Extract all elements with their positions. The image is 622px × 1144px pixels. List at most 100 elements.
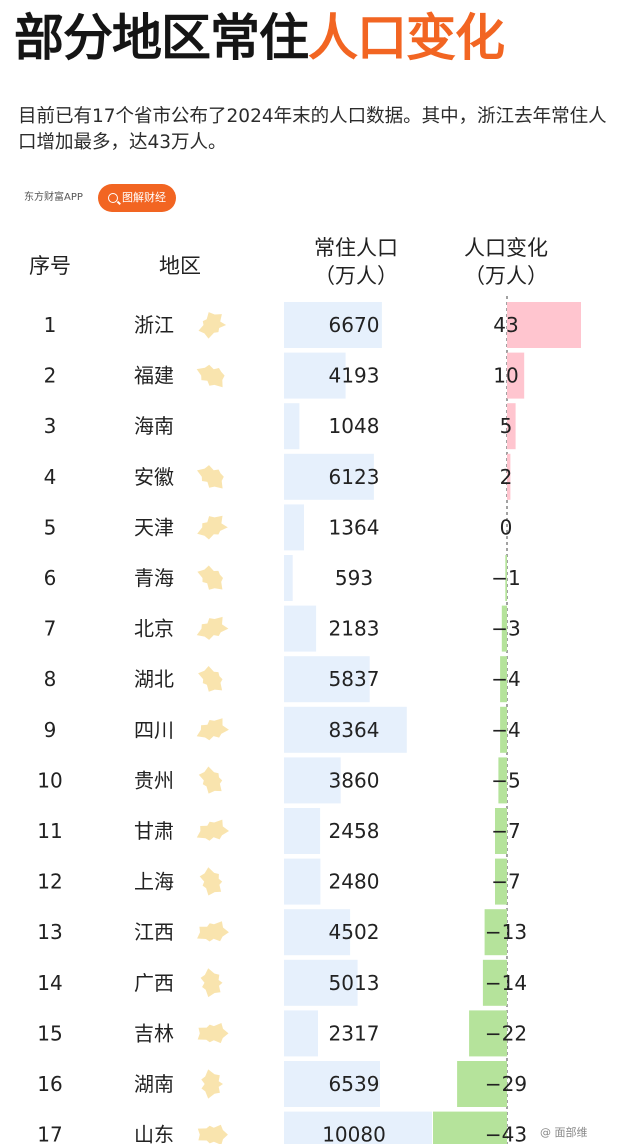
region-label: 四川	[134, 718, 174, 742]
change-value-label: −5	[491, 768, 520, 792]
change-bar	[500, 656, 507, 703]
population-value-label: 2183	[329, 617, 380, 641]
change-bar	[501, 605, 507, 652]
region-label: 海南	[134, 414, 174, 438]
region-label: 湖南	[134, 1072, 174, 1096]
region-map-icon	[197, 1124, 228, 1144]
change-bar	[484, 909, 507, 956]
population-bar	[284, 302, 382, 348]
rank-label: 15	[37, 1021, 62, 1045]
population-bar	[284, 352, 346, 399]
region-label: 北京	[134, 617, 174, 641]
change-bar	[507, 453, 511, 500]
rank-label: 4	[44, 465, 57, 489]
change-bar	[433, 1111, 507, 1144]
population-value-label: 3860	[329, 768, 380, 792]
header-change-line1: 人口变化	[464, 236, 548, 260]
rank-label: 16	[37, 1072, 62, 1096]
population-bar	[284, 403, 300, 450]
header-population-line2: （万人）	[314, 264, 398, 288]
rank-label: 13	[37, 920, 62, 944]
population-value-label: 4502	[329, 920, 380, 944]
population-value-label: 4193	[329, 364, 380, 388]
change-value-label: 43	[493, 313, 518, 337]
population-bar	[284, 706, 407, 753]
region-label: 江西	[134, 920, 174, 944]
change-value-label: −13	[485, 920, 527, 944]
population-bar	[284, 909, 351, 956]
population-bar	[284, 959, 358, 1006]
header-population-line1: 常住人口	[314, 236, 398, 260]
region-map-icon	[196, 364, 225, 388]
region-map-icon	[197, 1023, 229, 1044]
region-map-icon	[196, 819, 229, 841]
rank-label: 2	[44, 364, 57, 388]
population-bar	[284, 605, 317, 652]
population-value-label: 5837	[329, 667, 380, 691]
change-value-label: −7	[491, 870, 520, 894]
rank-label: 11	[37, 819, 62, 843]
change-bar	[500, 706, 507, 753]
change-value-label: −22	[485, 1021, 527, 1045]
population-value-label: 1364	[329, 515, 380, 539]
population-bar	[284, 808, 321, 854]
region-map-icon	[196, 718, 229, 741]
rank-label: 8	[44, 667, 57, 691]
region-label: 贵州	[134, 768, 174, 792]
region-label: 上海	[134, 870, 174, 894]
change-value-label: 5	[500, 414, 513, 438]
population-value-label: 2317	[329, 1021, 380, 1045]
header-rank: 序号	[29, 254, 71, 278]
population-value-label: 5013	[329, 971, 380, 995]
region-map-icon	[197, 465, 224, 489]
region-label: 山东	[134, 1123, 174, 1144]
region-map-icon	[198, 312, 227, 339]
population-bar	[284, 1010, 318, 1057]
population-bar	[284, 504, 304, 551]
brand-pill[interactable]: 图解财经	[98, 184, 176, 212]
region-map-icon	[198, 666, 223, 692]
rank-label: 12	[37, 870, 62, 894]
population-bar	[284, 656, 370, 703]
change-value-label: −43	[485, 1123, 527, 1144]
title-part2: 人口变化	[308, 9, 505, 67]
region-label: 甘肃	[134, 819, 174, 843]
rank-label: 7	[44, 617, 57, 641]
region-map-icon	[197, 921, 229, 942]
subtitle: 目前已有17个省市公布了2024年末的人口数据。其中，浙江去年常住人口增加最多，…	[18, 106, 607, 153]
header-change-line2: （万人）	[464, 264, 548, 288]
population-bar	[284, 1111, 432, 1144]
rank-label: 9	[44, 718, 57, 742]
population-value-label: 10080	[322, 1123, 386, 1144]
rank-label: 1	[44, 313, 57, 337]
watermark: @ 面部维	[540, 1126, 588, 1139]
region-map-icon	[198, 766, 223, 794]
rank-label: 3	[44, 414, 57, 438]
population-value-label: 8364	[329, 718, 380, 742]
region-label: 青海	[134, 566, 174, 590]
header-change: 人口变化 （万人）	[434, 234, 578, 290]
change-bar	[507, 352, 525, 399]
region-map-icon	[197, 565, 223, 590]
change-bar	[507, 403, 516, 450]
brand-pill-label: 图解财经	[122, 191, 166, 204]
title-part1: 部分地区常住	[14, 9, 309, 67]
population-value-label: 6123	[329, 465, 380, 489]
population-value-label: 2480	[329, 870, 380, 894]
rank-label: 14	[37, 971, 62, 995]
change-value-label: 2	[500, 465, 513, 489]
source-tag: 东方财富APP	[24, 192, 83, 203]
change-value-label: 10	[493, 364, 518, 388]
change-bar	[498, 757, 507, 804]
header-population: 常住人口 （万人）	[286, 234, 426, 290]
region-label: 浙江	[134, 313, 174, 337]
region-label: 安徽	[134, 465, 174, 489]
change-value-label: −1	[491, 566, 520, 590]
region-map-icon	[201, 1069, 223, 1099]
change-value-label: 0	[500, 515, 513, 539]
change-value-label: −4	[491, 718, 520, 742]
region-map-icon	[199, 867, 223, 896]
population-value-label: 2458	[329, 819, 380, 843]
change-bar	[505, 555, 507, 601]
